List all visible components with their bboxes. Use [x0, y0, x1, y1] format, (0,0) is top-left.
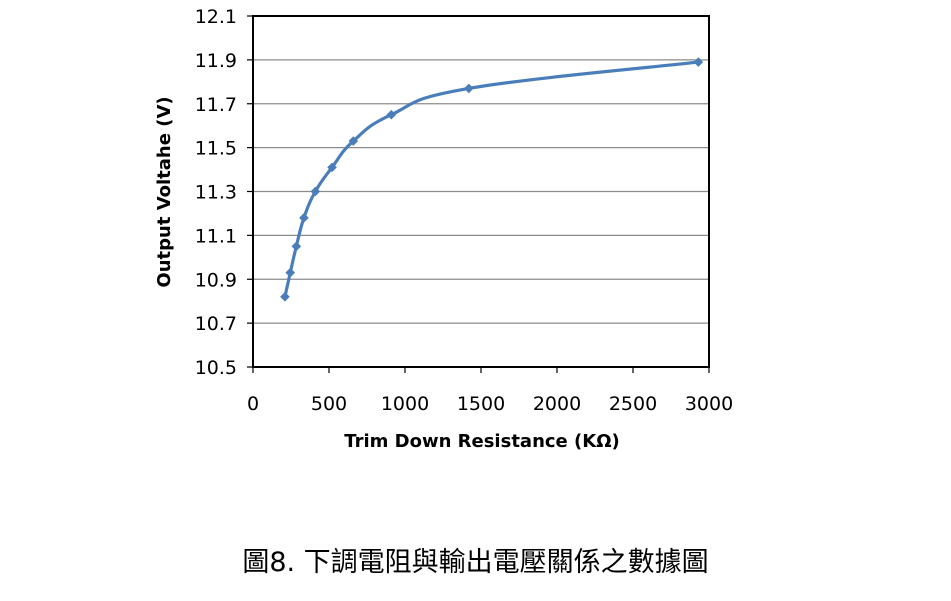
y-tick-label: 10.5	[195, 357, 237, 379]
data-point-marker	[464, 83, 474, 94]
gridlines	[253, 59, 709, 324]
x-tick-label: 500	[311, 393, 347, 415]
figure-caption: 圖8. 下調電阻與輸出電壓關係之數據圖	[242, 547, 709, 578]
y-tick-label: 11.1	[195, 225, 237, 247]
plot-frame	[252, 15, 710, 368]
x-axis-title: Trim Down Resistance (KΩ)	[344, 431, 619, 452]
x-tick-label: 1000	[381, 393, 429, 415]
x-tick-labels: 0 500 1000 1500 2000 2500 3000	[247, 393, 733, 415]
x-tick-label: 0	[247, 393, 259, 415]
x-tick-label: 1500	[457, 393, 505, 415]
x-tick-label: 2000	[533, 393, 581, 415]
y-tick-labels: 10.5 10.7 10.9 11.1 11.3 11.5 11.7 11.9 12.1	[195, 6, 237, 379]
y-tick-label: 11.7	[195, 94, 237, 116]
data-point-marker	[285, 267, 296, 278]
data-point-marker	[348, 136, 359, 146]
data-point-marker	[693, 57, 704, 67]
data-point-marker	[299, 213, 309, 223]
y-tick-label: 11.9	[195, 50, 237, 72]
y-axis-title: Output Voltahe (V)	[154, 96, 175, 287]
y-tick-label: 11.5	[195, 138, 237, 160]
data-point-marker	[327, 162, 337, 173]
data-point-marker	[310, 186, 321, 197]
x-tick-label: 3000	[685, 393, 733, 415]
y-tick-label: 10.9	[195, 269, 237, 291]
y-tick-label: 11.3	[195, 182, 237, 204]
x-tick-label: 2500	[609, 393, 657, 415]
data-point-marker	[291, 241, 302, 252]
data-point-marker	[280, 292, 290, 302]
series-layer	[280, 57, 704, 302]
y-tick-label: 10.7	[195, 313, 237, 335]
data-point-marker	[386, 109, 397, 120]
series-line	[283, 60, 699, 298]
y-tick-label: 12.1	[195, 6, 237, 28]
